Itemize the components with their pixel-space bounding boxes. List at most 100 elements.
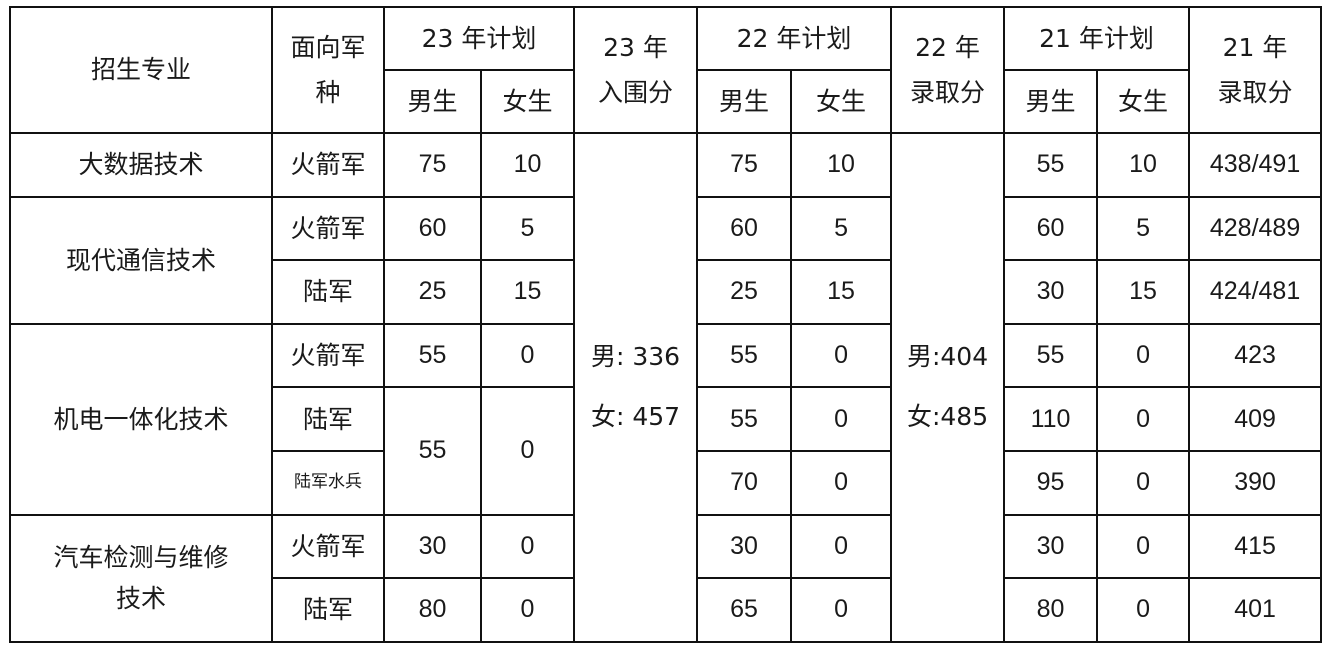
table-row: 大数据技术 火箭军 75 10 男: 336 女: 457 75 10 男:404…: [9, 132, 1323, 643]
score21-cell: 423: [1188, 322, 1323, 389]
plan21-male: 30: [1003, 259, 1099, 325]
plan23-female: 5: [479, 195, 576, 262]
plan22-male: 65: [696, 577, 793, 643]
table-row: 机电一体化技术 火箭军 55 0 55 0 55 0 423: [9, 322, 1323, 516]
plan23-male: 55: [383, 386, 482, 516]
plan22-female: 10: [790, 132, 893, 198]
plan21-female: 0: [1096, 386, 1191, 452]
plan22-male: 60: [696, 195, 793, 262]
plan23-male: 30: [383, 513, 482, 580]
plan21-male: 30: [1003, 513, 1099, 580]
service-cell: 火箭军: [271, 513, 385, 580]
table-row: 汽车检测与维修 技术 火箭军 30 0 30 0 30 0 415: [9, 513, 1323, 643]
admission-table: 招生专业 面向军种 23 年计划 23 年入围分 22 年计划 22 年录取分 …: [9, 6, 1323, 643]
service-cell: 火箭军: [271, 132, 385, 198]
service-cell: 陆军水兵: [271, 449, 385, 516]
header-female: 女生: [479, 69, 576, 134]
score21-cell: 401: [1188, 577, 1323, 643]
header-row-1: 招生专业 面向军种 23 年计划 23 年入围分 22 年计划 22 年录取分 …: [9, 6, 1323, 134]
major-cell: 现代通信技术: [9, 195, 273, 325]
plan23-female: 0: [479, 577, 576, 643]
service-cell: 陆军: [271, 259, 385, 325]
plan23-female: 0: [479, 386, 576, 516]
plan21-female: 15: [1096, 259, 1191, 325]
plan23-male: 55: [383, 322, 482, 389]
header-male: 男生: [696, 69, 793, 134]
plan21-male: 55: [1003, 132, 1099, 198]
major-line2: 技术: [115, 584, 166, 614]
score21-cell: 438/491: [1188, 132, 1323, 198]
major-cell: 汽车检测与维修 技术: [9, 513, 273, 643]
plan21-female: 0: [1096, 449, 1191, 516]
plan23-female: 0: [479, 322, 576, 389]
table-row: 现代通信技术 火箭军 60 5 60 5 60 5 428/489: [9, 195, 1323, 325]
plan22-male: 70: [696, 449, 793, 516]
header-major: 招生专业: [9, 6, 273, 134]
header-score23-line1: 23 年: [603, 32, 668, 62]
score21-cell: 428/489: [1188, 195, 1323, 262]
score22-female: 女:485: [906, 402, 989, 432]
header-score21: 21 年录取分: [1188, 6, 1323, 134]
service-cell: 火箭军: [271, 322, 385, 389]
plan22-female: 0: [790, 322, 893, 389]
service-cell: 火箭军: [271, 195, 385, 262]
table-row: 陆军 55 0 55 0 110 0 409: [10, 386, 1323, 516]
plan21-male: 95: [1003, 449, 1099, 516]
plan22-female: 0: [790, 577, 893, 643]
plan22-male: 30: [696, 513, 793, 580]
score23-male: 男: 336: [590, 342, 681, 372]
plan22-male: 55: [696, 386, 793, 452]
major-cell: 大数据技术: [9, 132, 273, 198]
plan21-male: 110: [1003, 386, 1099, 452]
header-service-line1: 面向军: [290, 32, 366, 62]
score21-cell: 415: [1188, 513, 1323, 580]
plan23-female: 10: [479, 132, 576, 198]
plan23-male: 80: [383, 577, 482, 643]
plan21-female: 0: [1096, 322, 1191, 389]
score22-male: 男:404: [906, 342, 989, 372]
score21-cell: 424/481: [1188, 259, 1323, 325]
plan22-female: 15: [790, 259, 893, 325]
plan22-female: 0: [790, 513, 893, 580]
score22-cell: 男:404 女:485: [890, 132, 1006, 643]
header-female: 女生: [1096, 69, 1191, 134]
plan21-female: 0: [1096, 513, 1191, 580]
header-score22: 22 年录取分: [890, 6, 1006, 134]
plan22-female: 0: [790, 449, 893, 516]
score21-cell: 409: [1188, 386, 1323, 452]
header-female: 女生: [790, 69, 893, 134]
plan23-male: 75: [383, 132, 482, 198]
header-plan21: 21 年计划: [1003, 6, 1191, 71]
table-row: 陆军 80 0 65 0 80 0 401: [10, 577, 1323, 643]
plan21-male: 60: [1003, 195, 1099, 262]
service-cell: 陆军: [271, 577, 385, 643]
plan22-female: 5: [790, 195, 893, 262]
plan22-male: 55: [696, 322, 793, 389]
header-score23: 23 年入围分: [573, 6, 699, 134]
plan22-male: 25: [696, 259, 793, 325]
plan21-female: 5: [1096, 195, 1191, 262]
header-score21-line1: 21 年: [1222, 32, 1288, 62]
score23-cell: 男: 336 女: 457: [573, 132, 699, 643]
header-score21-line2: 录取分: [1217, 78, 1293, 107]
header-plan23: 23 年计划: [382, 6, 576, 71]
table-row: 陆军 25 15 25 15 30 15 424/481: [10, 259, 1323, 325]
plan22-female: 0: [790, 386, 893, 452]
major-line1: 汽车检测与维修: [53, 542, 229, 572]
plan23-female: 0: [479, 513, 576, 580]
plan22-male: 75: [696, 132, 793, 198]
header-male: 男生: [383, 69, 482, 134]
plan21-female: 0: [1096, 577, 1191, 643]
header-row-2: 男生 女生 男生 女生 男生 女生: [10, 69, 1321, 134]
service-cell: 陆军: [271, 386, 385, 452]
score23-female: 女: 457: [590, 402, 681, 432]
plan21-female: 10: [1096, 132, 1191, 198]
score21-cell: 390: [1188, 449, 1323, 516]
header-male: 男生: [1003, 69, 1099, 134]
plan23-female: 15: [479, 259, 576, 325]
header-service: 面向军种: [271, 6, 385, 134]
plan23-male: 60: [383, 195, 482, 262]
header-score22-line1: 22 年: [915, 32, 980, 62]
header-score23-line2: 入围分: [598, 78, 674, 107]
major-cell: 机电一体化技术: [9, 322, 273, 516]
